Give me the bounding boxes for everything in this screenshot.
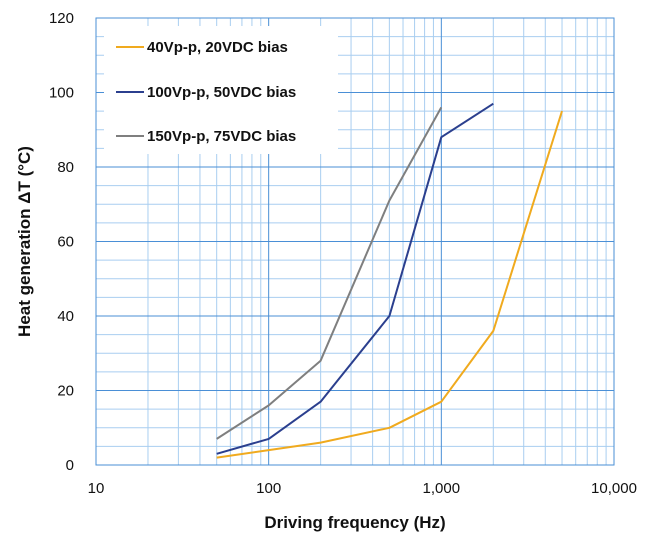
y-tick-label: 80 [57, 159, 74, 176]
y-tick-label: 0 [66, 457, 74, 474]
y-axis-title: Heat generation ΔT (°C) [15, 146, 34, 337]
y-tick-label: 20 [57, 383, 74, 400]
legend-label-3: 150Vp-p, 75VDC bias [147, 128, 296, 145]
x-tick-label: 100 [256, 480, 281, 497]
y-tick-label: 40 [57, 308, 74, 325]
y-tick-label: 100 [49, 85, 74, 102]
x-axis-title: Driving frequency (Hz) [264, 513, 445, 532]
series-line-1 [216, 110, 563, 459]
x-tick-label: 10,000 [591, 480, 637, 497]
series-line-2 [216, 102, 494, 455]
y-tick-labels: 0 20 40 60 80 100 120 [49, 10, 74, 474]
x-tick-label: 1,000 [423, 480, 461, 497]
x-tick-label: 10 [88, 480, 105, 497]
series-line-3 [216, 106, 443, 440]
legend: 40Vp-p, 20VDC bias 100Vp-p, 50VDC bias 150… [104, 26, 338, 154]
series-layer [216, 102, 563, 459]
y-tick-label: 120 [49, 10, 74, 27]
x-tick-labels: 10 100 1,000 10,000 [88, 480, 637, 497]
plot-area-frame [95, 17, 615, 466]
legend-label-2: 100Vp-p, 50VDC bias [147, 84, 296, 101]
legend-label-1: 40Vp-p, 20VDC bias [147, 39, 288, 56]
y-tick-label: 60 [57, 234, 74, 251]
